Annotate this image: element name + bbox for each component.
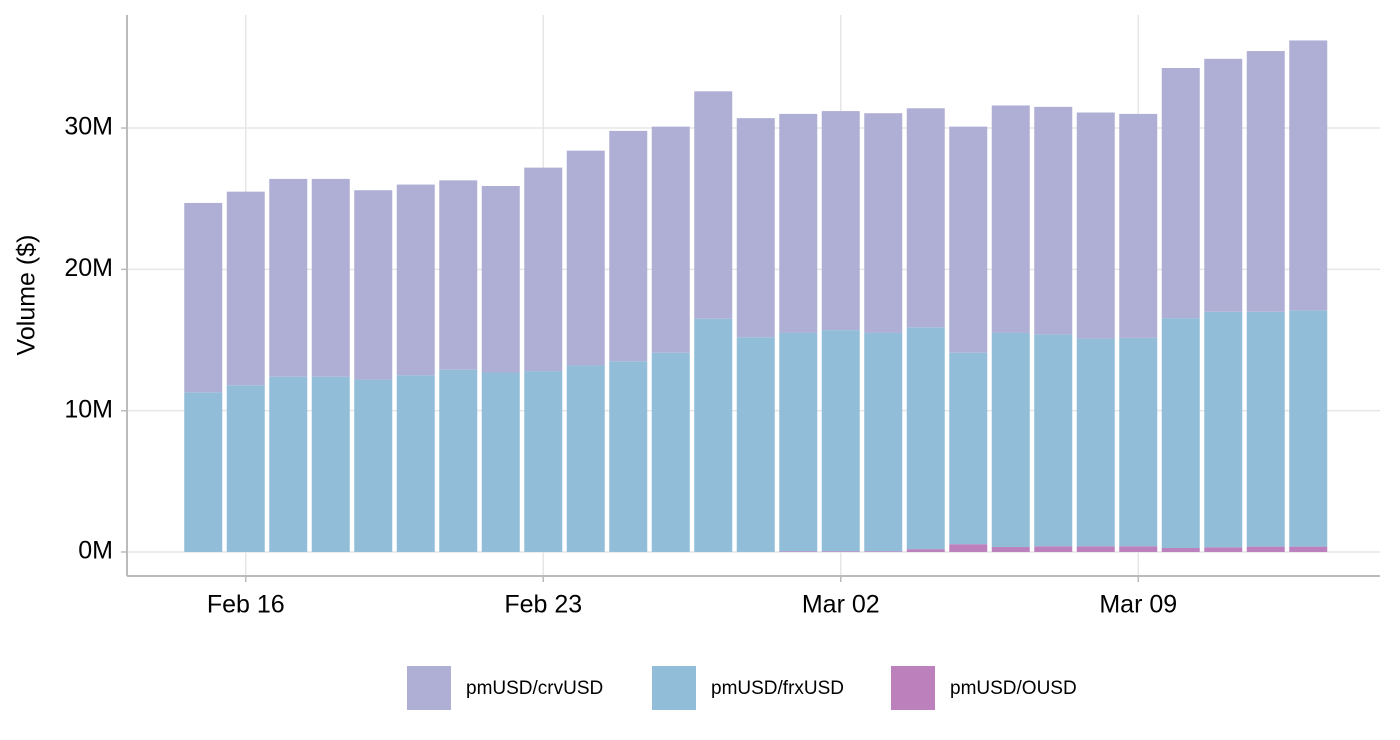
bar-segment xyxy=(269,178,308,377)
bar-segment xyxy=(779,113,818,333)
bar-segment xyxy=(1204,58,1243,312)
bar-segment xyxy=(524,167,563,372)
bar-segment xyxy=(864,332,903,552)
bar-segment xyxy=(821,330,860,552)
bar-segment xyxy=(1161,548,1200,552)
bar-segment xyxy=(311,178,350,377)
bar-segment xyxy=(439,369,478,552)
bar-segment xyxy=(184,392,223,552)
bar-segment xyxy=(906,108,945,328)
bar-segment xyxy=(396,184,435,376)
x-tick-label: Mar 09 xyxy=(1099,591,1177,619)
bar-segment xyxy=(651,126,690,353)
bar-segment xyxy=(609,361,648,552)
bar-segment xyxy=(439,180,478,370)
bar-segment xyxy=(864,551,903,552)
y-tick-label: 30M xyxy=(64,113,113,141)
bar-segment xyxy=(1289,310,1328,547)
legend-label: pmUSD/crvUSD xyxy=(466,678,603,699)
bar-segment xyxy=(1119,113,1158,338)
bar-segment xyxy=(1034,546,1073,552)
x-tick-label: Feb 23 xyxy=(504,591,582,619)
bar-segment xyxy=(1204,311,1243,548)
bar-segment xyxy=(1161,67,1200,319)
bar-segment xyxy=(1246,311,1285,547)
y-tick-label: 10M xyxy=(64,395,113,423)
bar-segment xyxy=(1076,546,1115,552)
bar-segment xyxy=(311,376,350,552)
y-axis-title: Volume ($) xyxy=(13,235,41,356)
bar-segment xyxy=(991,332,1030,548)
bar-segment xyxy=(651,352,690,552)
bar-segment xyxy=(1289,40,1328,311)
bar-segment xyxy=(566,150,605,366)
bar-segment xyxy=(906,327,945,550)
bar-segment xyxy=(1119,546,1158,552)
bar-segment xyxy=(779,551,818,552)
bar-segment xyxy=(949,544,988,552)
bar-segment xyxy=(1246,546,1285,552)
bar-segment xyxy=(949,352,988,545)
legend-key xyxy=(407,666,451,710)
bar-segment xyxy=(226,191,265,386)
bar-segment xyxy=(481,185,520,373)
x-tick-label: Mar 02 xyxy=(802,591,880,619)
bar-segment xyxy=(354,190,393,380)
bar-segment xyxy=(269,376,308,552)
bar-segment xyxy=(524,371,563,552)
bar-segment xyxy=(864,113,903,333)
y-tick-label: 0M xyxy=(78,537,113,565)
bar-segment xyxy=(1119,337,1158,547)
bar-segment xyxy=(1289,546,1328,552)
bar-segment xyxy=(184,202,223,393)
bar-segment xyxy=(694,318,733,552)
bar-segment xyxy=(1076,112,1115,339)
bar-segment xyxy=(1034,334,1073,547)
bar-segment xyxy=(821,551,860,552)
bar-segment xyxy=(736,337,775,552)
legend-key xyxy=(891,666,935,710)
y-tick-label: 20M xyxy=(64,254,113,282)
bar-segment xyxy=(991,105,1030,333)
bar-segment xyxy=(481,372,520,552)
bar-segment xyxy=(226,385,265,552)
x-tick-label: Feb 16 xyxy=(207,591,285,619)
bar-segment xyxy=(1246,51,1285,312)
bar-segment xyxy=(694,91,733,319)
bar-segment xyxy=(906,549,945,552)
bar-segment xyxy=(1161,318,1200,549)
legend-key xyxy=(652,666,696,710)
bar-segment xyxy=(779,332,818,552)
bar-segment xyxy=(1204,547,1243,552)
bar-segment xyxy=(1076,338,1115,547)
bar-segment xyxy=(609,130,648,362)
bar-segment xyxy=(566,365,605,552)
bar-segment xyxy=(1034,106,1073,335)
bar-segment xyxy=(949,126,988,353)
legend-label: pmUSD/OUSD xyxy=(950,678,1077,699)
bar-segment xyxy=(821,111,860,331)
bar-segment xyxy=(396,375,435,552)
bar-segment xyxy=(991,547,1030,552)
bar-segment xyxy=(354,379,393,552)
legend-label: pmUSD/frxUSD xyxy=(711,678,844,699)
bar-segment xyxy=(736,118,775,338)
